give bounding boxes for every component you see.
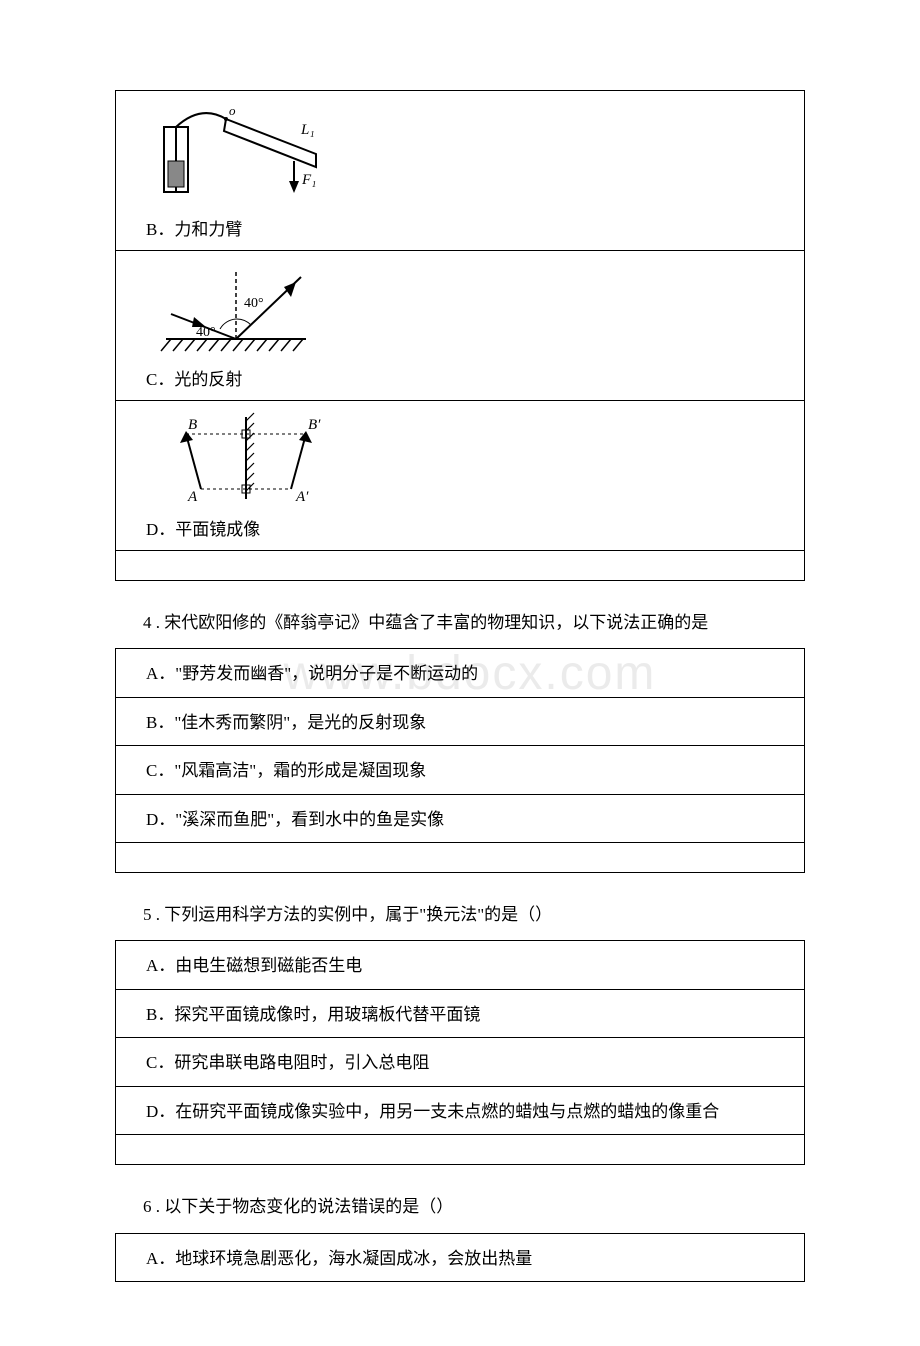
q3-option-c-cell: 40° 40° C．光的反射 bbox=[116, 251, 805, 401]
q5-empty-row bbox=[116, 1135, 805, 1165]
reflection-diagram: 40° 40° bbox=[146, 259, 326, 367]
q6-options-table: A．地球环境急剧恶化，海水凝固成冰，会放出热量 bbox=[115, 1233, 805, 1283]
q5-option-b: B．探究平面镜成像时，用玻璃板代替平面镜 bbox=[116, 989, 805, 1038]
q3-option-b-label: B．力和力臂 bbox=[146, 220, 242, 239]
q3-option-b-cell: o L₁ F₁ B．力和力臂 bbox=[116, 91, 805, 251]
q5-option-d: D．在研究平面镜成像实验中，用另一支未点燃的蜡烛与点燃的蜡烛的像重合 bbox=[116, 1086, 805, 1135]
q6-stem: 6 . 以下关于物态变化的说法错误的是（） bbox=[115, 1193, 805, 1220]
q3-option-d-cell: B A B′ A′ D．平面 bbox=[116, 401, 805, 551]
q3-options-table: o L₁ F₁ B．力和力臂 bbox=[115, 90, 805, 581]
angle-right: 40° bbox=[244, 296, 264, 311]
label-Bp: B′ bbox=[308, 417, 321, 433]
q4-stem: 4 . 宋代欧阳修的《醉翁亭记》中蕴含了丰富的物理知识，以下说法正确的是 bbox=[115, 609, 805, 636]
label-A: A bbox=[187, 489, 198, 505]
q5-options-table: A．由电生磁想到磁能否生电 B．探究平面镜成像时，用玻璃板代替平面镜 C．研究串… bbox=[115, 940, 805, 1165]
q3-empty-row bbox=[116, 551, 805, 581]
label-L1: L₁ bbox=[300, 122, 315, 138]
label-B: B bbox=[188, 417, 197, 433]
q5-option-c: C．研究串联电路电阻时，引入总电阻 bbox=[116, 1038, 805, 1087]
q4-option-c: C．"风霜高洁"，霜的形成是凝固现象 bbox=[116, 746, 805, 795]
angle-left: 40° bbox=[196, 325, 216, 340]
label-F1: F₁ bbox=[301, 172, 316, 188]
q4-option-b: B．"佳木秀而繁阴"，是光的反射现象 bbox=[116, 697, 805, 746]
q4-option-a-text: A．"野芳发而幽香"，说明分子是不断运动的 bbox=[146, 664, 478, 683]
label-Ap: A′ bbox=[295, 489, 309, 505]
label-o: o bbox=[229, 103, 236, 118]
lever-diagram: o L₁ F₁ bbox=[146, 99, 336, 217]
q3-option-d-label: D．平面镜成像 bbox=[146, 520, 260, 539]
q5-stem: 5 . 下列运用科学方法的实例中，属于"换元法"的是（） bbox=[115, 901, 805, 928]
q3-option-c-label: C．光的反射 bbox=[146, 370, 242, 389]
q6-option-a: A．地球环境急剧恶化，海水凝固成冰，会放出热量 bbox=[116, 1233, 805, 1282]
mirror-image-diagram: B A B′ A′ bbox=[146, 409, 346, 517]
q4-empty-row bbox=[116, 843, 805, 873]
q5-option-a: A．由电生磁想到磁能否生电 bbox=[116, 941, 805, 990]
q4-option-d: D．"溪深而鱼肥"，看到水中的鱼是实像 bbox=[116, 794, 805, 843]
q4-options-table: www.bdocx.com A．"野芳发而幽香"，说明分子是不断运动的 B．"佳… bbox=[115, 648, 805, 873]
q4-option-a: www.bdocx.com A．"野芳发而幽香"，说明分子是不断运动的 bbox=[116, 649, 805, 698]
